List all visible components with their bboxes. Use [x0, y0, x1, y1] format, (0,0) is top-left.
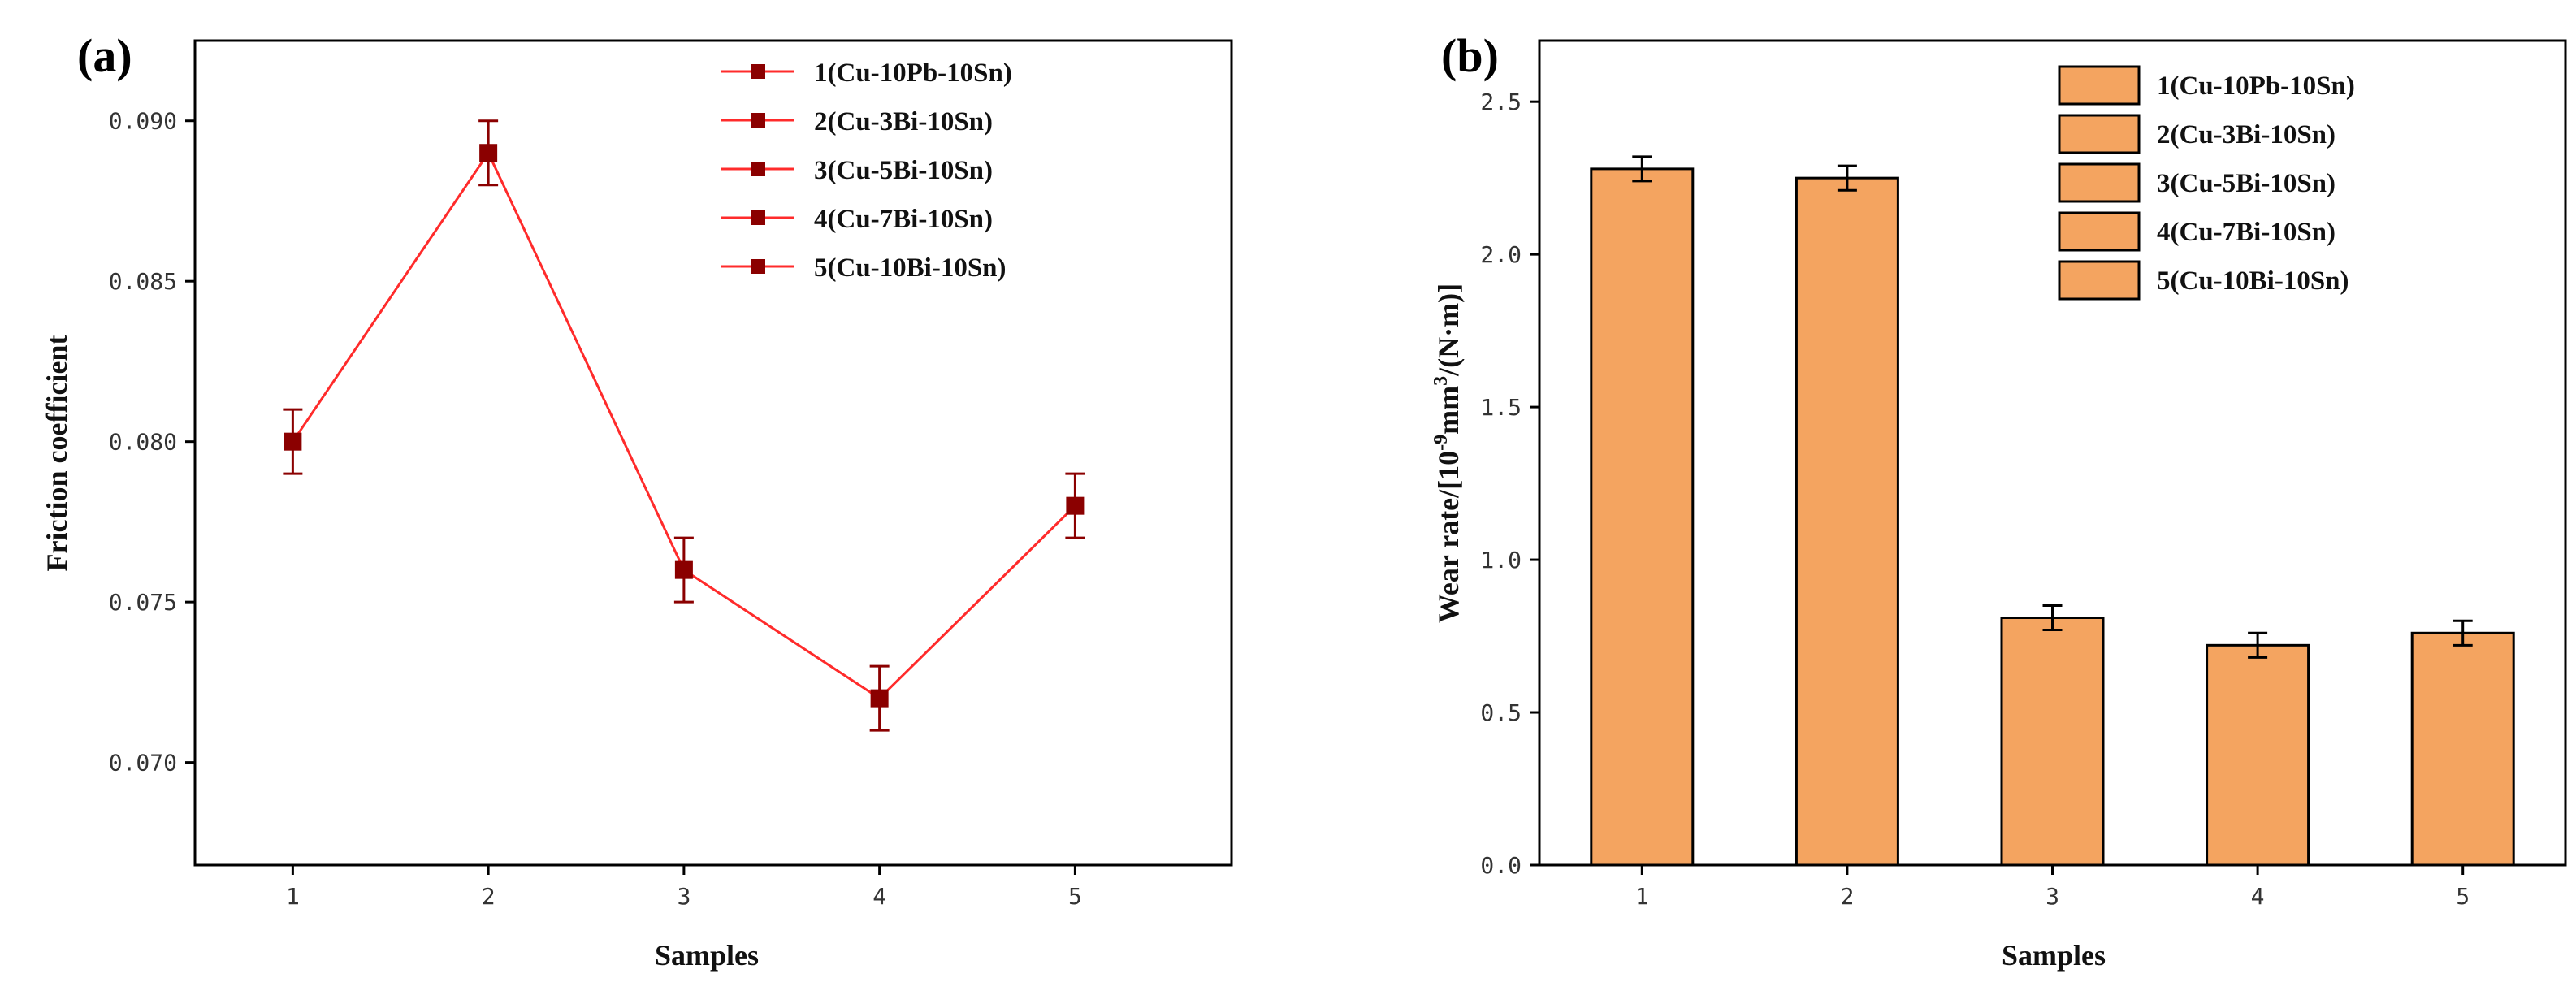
friction-series-line [292, 150, 1076, 700]
panel-a-x-axis-title: Samples [655, 939, 759, 972]
legend-label: 2(Cu-3Bi-10Sn) [2157, 120, 2336, 149]
legend-swatch [2058, 65, 2141, 106]
y-tick-label: 0.080 [109, 429, 177, 456]
panel-b-x-axis-title: Samples [2002, 939, 2106, 972]
y-tick-label: 0.085 [109, 268, 177, 295]
error-bar [2453, 619, 2473, 647]
panel-b-y-title-part-3: /(N·m)] [1432, 283, 1465, 377]
panel-b-y-axis-title: Wear rate/[10-9mm3/(N·m)] [1431, 283, 1465, 623]
data-point [479, 144, 498, 162]
y-tick-label: 1.5 [1480, 394, 1522, 421]
error-bar [1837, 164, 1857, 192]
error-bar [1632, 155, 1652, 183]
error-bar [2042, 604, 2063, 632]
legend-marker [751, 113, 765, 128]
y-tick-label: 2.5 [1480, 89, 1522, 115]
panel-a-y-ticks: 0.070 0.075 0.080 0.085 0.090 [109, 108, 195, 777]
panel-a-y-axis-title: Friction coefficient [41, 335, 73, 572]
y-tick-label: 0.075 [109, 589, 177, 616]
y-tick-label: 2.0 [1480, 241, 1522, 268]
bar [1795, 176, 1899, 867]
bar [2000, 617, 2105, 867]
legend-label: 1(Cu-10Pb-10Sn) [814, 58, 1012, 88]
x-tick-label: 2 [1840, 883, 1854, 910]
x-tick-label: 4 [872, 883, 886, 910]
data-point [1066, 496, 1085, 515]
panel-b-legend: 1(Cu-10Pb-10Sn) 2(Cu-3Bi-10Sn) 3(Cu-5Bi-10… [2058, 65, 2355, 301]
legend-label: 4(Cu-7Bi-10Sn) [814, 205, 993, 234]
x-tick-label: 5 [1068, 883, 1082, 910]
legend-marker [751, 162, 765, 176]
x-tick-label: 3 [677, 883, 691, 910]
data-point [870, 689, 889, 708]
panel-b-y-title-part-1: Wear rate/[10 [1432, 451, 1465, 623]
legend-marker [751, 210, 765, 225]
y-tick-label: 0.070 [109, 750, 177, 777]
y-tick-label: 1.0 [1480, 547, 1522, 573]
data-point [674, 560, 693, 579]
panel-b-wear-rate-chart: (b) 0.0 0.5 1.0 1.5 2.0 2.5 1 2 3 4 5 Samples Wea… [1431, 29, 2567, 972]
x-tick-label: 3 [2046, 883, 2059, 910]
legend-label: 1(Cu-10Pb-10Sn) [2157, 71, 2355, 101]
panel-b-x-ticks: 1 2 3 4 5 [1635, 865, 2470, 910]
legend-marker [751, 64, 765, 79]
x-tick-label: 1 [1635, 883, 1649, 910]
error-bar [2248, 631, 2268, 659]
panel-b-y-title-sup-2: 3 [1431, 376, 1452, 386]
panel-b-y-title-sup-1: -9 [1431, 435, 1452, 451]
y-tick-label: 0.090 [109, 108, 177, 135]
panel-a-plot-area [283, 119, 1085, 732]
legend-swatch [2058, 211, 2141, 252]
x-tick-label: 4 [2251, 883, 2265, 910]
bar [2410, 631, 2515, 867]
panel-a-x-ticks: 1 2 3 4 5 [286, 865, 1082, 910]
x-tick-label: 5 [2456, 883, 2470, 910]
legend-marker [751, 259, 765, 274]
panel-b-y-title-part-2: mm [1432, 386, 1465, 435]
data-point [284, 432, 302, 451]
legend-label: 5(Cu-10Bi-10Sn) [814, 253, 1007, 283]
y-tick-label: 0.0 [1480, 852, 1522, 879]
legend-swatch [2058, 260, 2141, 301]
y-tick-label: 0.5 [1480, 699, 1522, 726]
panel-a-label: (a) [77, 29, 132, 82]
panel-b-plot-area [1590, 155, 2515, 867]
legend-label: 2(Cu-3Bi-10Sn) [814, 107, 993, 136]
bar [2206, 643, 2310, 867]
legend-label: 3(Cu-5Bi-10Sn) [814, 156, 993, 185]
x-tick-label: 2 [482, 883, 496, 910]
legend-label: 5(Cu-10Bi-10Sn) [2157, 266, 2349, 296]
panel-a-friction-chart: (a) 0.070 0.075 0.080 0.085 0.090 1 2 3 4 5 Samp… [41, 29, 1233, 972]
panel-a-plot-frame [193, 39, 1233, 867]
legend-swatch [2058, 114, 2141, 154]
legend-label: 3(Cu-5Bi-10Sn) [2157, 169, 2336, 198]
x-tick-label: 1 [286, 883, 300, 910]
panel-b-y-ticks: 0.0 0.5 1.0 1.5 2.0 2.5 [1480, 89, 1539, 879]
panel-b-label: (b) [1441, 29, 1499, 82]
panel-a-legend: 1(Cu-10Pb-10Sn) 2(Cu-3Bi-10Sn) 3(Cu-5Bi-10… [721, 58, 1012, 283]
legend-label: 4(Cu-7Bi-10Sn) [2157, 218, 2336, 247]
bar [1590, 167, 1695, 867]
legend-swatch [2058, 162, 2141, 203]
